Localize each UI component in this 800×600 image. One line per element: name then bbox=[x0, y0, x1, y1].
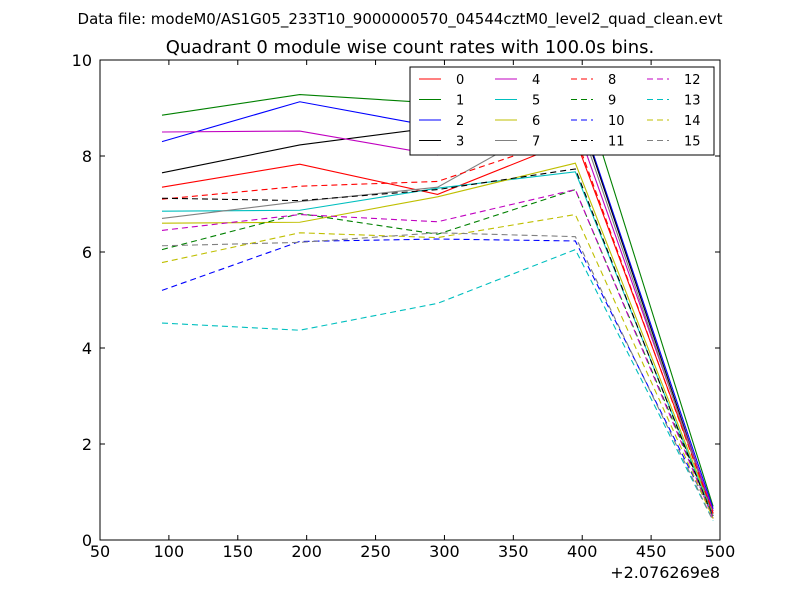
x-axis-offset-label: +2.076269e8 bbox=[610, 563, 720, 582]
series-line-11 bbox=[161, 168, 714, 519]
y-tick-label: 10 bbox=[72, 51, 92, 70]
x-tick-label: 50 bbox=[90, 542, 110, 561]
legend-label-10: 10 bbox=[608, 114, 625, 129]
figure-suptitle: Data file: modeM0/AS1G05_233T10_90000005… bbox=[78, 10, 723, 29]
axes-frame bbox=[99, 59, 721, 541]
x-tick-label: 500 bbox=[705, 542, 736, 561]
legend-label-12: 12 bbox=[684, 73, 701, 88]
legend-label-13: 13 bbox=[684, 94, 701, 109]
legend-frame bbox=[409, 66, 715, 156]
legend-label-0: 0 bbox=[456, 73, 464, 88]
legend-label-14: 14 bbox=[684, 114, 701, 129]
chart-title: Quadrant 0 module wise count rates with … bbox=[166, 37, 655, 58]
series-line-15 bbox=[161, 232, 714, 522]
legend-label-3: 3 bbox=[456, 135, 464, 150]
legend-label-8: 8 bbox=[608, 73, 616, 88]
y-tick-label: 6 bbox=[82, 243, 92, 262]
legend-label-7: 7 bbox=[532, 135, 540, 150]
x-tick-label: 400 bbox=[567, 542, 598, 561]
y-tick-label: 2 bbox=[82, 435, 92, 454]
x-tick-label: 450 bbox=[636, 542, 667, 561]
series-line-12 bbox=[161, 188, 714, 519]
x-tick-label: 150 bbox=[223, 542, 254, 561]
legend-label-2: 2 bbox=[456, 114, 464, 129]
legend-label-15: 15 bbox=[684, 135, 701, 150]
legend-label-11: 11 bbox=[608, 135, 625, 150]
series-line-8 bbox=[161, 134, 714, 514]
y-tick-label: 8 bbox=[82, 147, 92, 166]
x-tick-label: 100 bbox=[154, 542, 185, 561]
x-tick-label: 350 bbox=[498, 542, 529, 561]
series-line-7 bbox=[161, 109, 714, 517]
series-layer bbox=[161, 66, 714, 522]
series-line-0 bbox=[161, 138, 714, 512]
series-line-14 bbox=[161, 213, 714, 519]
x-tick-label: 250 bbox=[360, 542, 391, 561]
legend-label-1: 1 bbox=[456, 94, 464, 109]
x-tick-label: 200 bbox=[291, 542, 322, 561]
legend-label-5: 5 bbox=[532, 94, 540, 109]
y-tick-label: 0 bbox=[82, 531, 92, 550]
legend-label-6: 6 bbox=[532, 114, 540, 129]
series-line-6 bbox=[161, 162, 714, 514]
x-tick-label: 300 bbox=[429, 542, 460, 561]
legend-label-9: 9 bbox=[608, 94, 616, 109]
series-line-13 bbox=[161, 248, 714, 522]
y-tick-label: 4 bbox=[82, 339, 92, 358]
series-line-10 bbox=[161, 238, 714, 517]
series-line-9 bbox=[161, 188, 714, 517]
legend-label-4: 4 bbox=[532, 73, 540, 88]
